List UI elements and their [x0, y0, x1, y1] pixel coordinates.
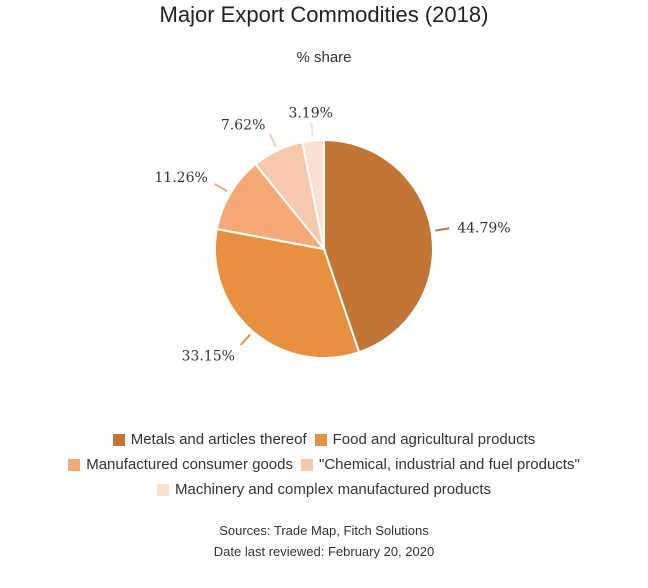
legend-label: "Chemical, industrial and fuel products": [319, 456, 580, 473]
legend-row: Machinery and complex manufactured produ…: [0, 477, 648, 502]
legend-label: Food and agricultural products: [332, 431, 536, 448]
legend-swatch: [112, 433, 125, 446]
legend-swatch: [314, 433, 327, 446]
slice-leader-line: [214, 183, 228, 192]
chart-subtitle: % share: [296, 49, 352, 66]
slice-percentage-label: 33.15%: [182, 349, 235, 365]
legend-swatch: [301, 458, 313, 471]
slice-percentage-label: 7.62%: [221, 118, 265, 134]
slice-leader-line: [240, 333, 251, 346]
pie-slice[interactable]: [214, 227, 361, 359]
slice-percentage-label: 11.26%: [154, 170, 207, 186]
date-reviewed-note: Date last reviewed: February 20, 2020: [213, 544, 435, 559]
legend-item[interactable]: Manufactured consumer goods: [68, 456, 293, 473]
legend-item[interactable]: Food and agricultural products: [314, 431, 536, 448]
legend-swatch: [157, 483, 169, 496]
legend-row: Metals and articles thereof Food and agr…: [0, 427, 648, 452]
legend-item[interactable]: "Chemical, industrial and fuel products": [301, 456, 580, 473]
chart-title: Major Export Commodities (2018): [159, 2, 489, 27]
slice-leader-line: [269, 133, 277, 148]
pie-chart: 44.79% 33.15% 11.26% 7.62% 3.19%: [154, 106, 510, 365]
slice-leader-line: [310, 122, 314, 137]
chart-footer: Sources: Trade Map, Fitch Solutions Date…: [0, 520, 648, 562]
pie-slice[interactable]: [215, 162, 327, 251]
slice-percentage-label: 44.79%: [457, 220, 510, 236]
legend-item[interactable]: Metals and articles thereof: [112, 431, 307, 448]
pie-slice[interactable]: [301, 138, 325, 250]
legend: Metals and articles thereof Food and agr…: [0, 427, 648, 502]
slice-percentage-label: 3.19%: [288, 106, 332, 122]
sources-note: Sources: Trade Map, Fitch Solutions: [219, 523, 429, 538]
legend-swatch: [68, 458, 81, 471]
legend-row: Manufactured consumer goods "Chemical, i…: [0, 452, 648, 477]
legend-label: Machinery and complex manufactured produ…: [175, 481, 491, 498]
legend-label: Metals and articles thereof: [130, 431, 307, 448]
legend-item[interactable]: Machinery and complex manufactured produ…: [157, 481, 491, 498]
pie-slice[interactable]: [323, 138, 434, 354]
legend-label: Manufactured consumer goods: [86, 456, 293, 473]
slice-leader-line: [435, 227, 450, 232]
